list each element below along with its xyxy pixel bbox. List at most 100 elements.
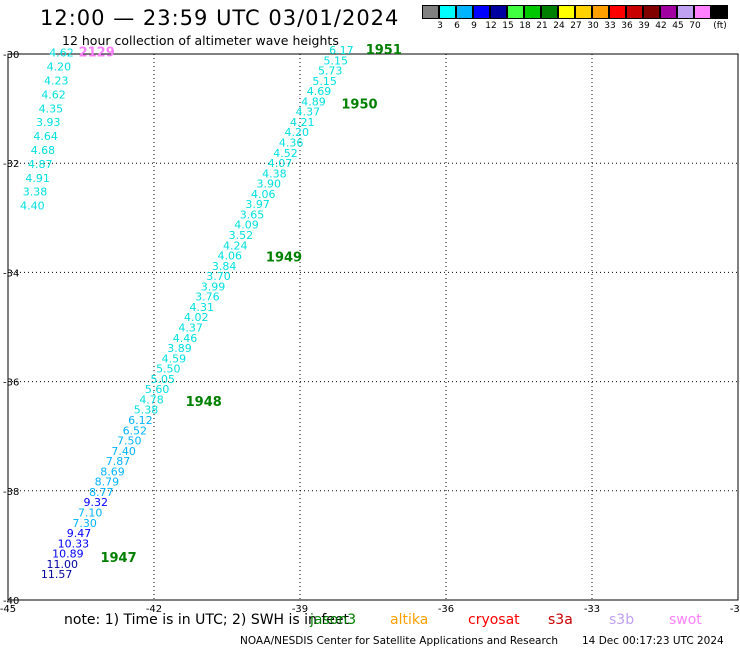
wave-height-value: 4.59: [162, 352, 187, 365]
wave-height-value: 5.05: [150, 373, 175, 386]
wave-height-value: 3.52: [229, 229, 254, 242]
colorbar-swatch: [643, 5, 660, 19]
wave-height-value: 3.99: [201, 280, 226, 293]
colorbar-label: 9: [471, 21, 477, 31]
colorbar-swatch: [592, 5, 609, 19]
map-frame: [7, 53, 739, 601]
colorbar-label: 15: [502, 21, 514, 31]
wave-height-value: 4.87: [28, 158, 53, 171]
colorbar-swatch: [575, 5, 592, 19]
wave-height-value: 5.15: [312, 75, 337, 88]
lat-tick-label: -34: [3, 268, 19, 279]
wave-height-value: 4.62: [49, 47, 74, 60]
wave-height-value: 4.20: [284, 126, 309, 139]
wave-height-value: 6.17: [329, 44, 354, 57]
wave-height-value: 4.31: [190, 301, 215, 314]
wave-height-value: 4.37: [178, 321, 203, 334]
lat-tick-label: -38: [3, 487, 19, 498]
wave-height-value: 4.23: [44, 75, 69, 88]
wave-height-value: 4.06: [251, 188, 276, 201]
wave-height-value: 3.97: [245, 198, 270, 211]
wave-height-value: 3.90: [257, 178, 282, 191]
colorbar-swatch: [558, 5, 575, 19]
colorbar-label: 42: [655, 21, 667, 31]
wave-height-value: 11.57: [41, 568, 73, 581]
colorbar-label: 36: [621, 21, 633, 31]
lat-tick-label: -36: [3, 378, 19, 389]
wave-height-value: 4.37: [296, 106, 321, 119]
wave-height-value: 4.89: [301, 95, 326, 108]
wave-height-value: 5.60: [145, 383, 170, 396]
colorbar-label: 12: [485, 21, 497, 31]
wave-height-value: 4.07: [268, 157, 293, 170]
wave-height-value: 4.68: [31, 144, 56, 157]
colorbar-label: 21: [536, 21, 548, 31]
colorbar-label: 27: [570, 21, 582, 31]
colorbar-swatch: [473, 5, 490, 19]
wave-height-value: 7.50: [117, 435, 142, 448]
wave-height-value: 7.40: [111, 445, 136, 458]
colorbar-swatch: [660, 5, 677, 19]
wave-height-value: 9.47: [67, 527, 92, 540]
wave-height-value: 3.65: [240, 208, 265, 221]
colorbar-swatch: [524, 5, 541, 19]
wave-height-value: 8.69: [100, 465, 125, 478]
wave-height-value: 4.20: [47, 61, 72, 74]
colorbar-swatch: [422, 5, 439, 19]
pass-time-label: 1947: [100, 551, 136, 566]
wave-height-value: 7.30: [72, 517, 97, 530]
wave-height-value: 3.70: [206, 270, 231, 283]
colorbar-label: 39: [638, 21, 650, 31]
pass-time-label: 1948: [186, 395, 222, 410]
wave-height-value: 4.38: [262, 167, 287, 180]
wave-height-value: 4.02: [184, 311, 209, 324]
lon-tick-label: -36: [438, 604, 454, 615]
wave-height-value: 10.89: [52, 548, 84, 561]
wave-height-value: 11.00: [46, 558, 78, 571]
lon-tick-label: -30: [730, 604, 740, 615]
wave-height-value: 4.52: [273, 147, 298, 160]
wave-height-value: 4.21: [290, 116, 315, 129]
wave-height-value: 6.12: [128, 414, 153, 427]
colorbar-swatch: [677, 5, 694, 19]
credit-line: NOAA/NESDIS Center for Satellite Applica…: [240, 635, 558, 647]
colorbar-unit: (ft): [713, 21, 727, 31]
colorbar-swatch: [490, 5, 507, 19]
colorbar-label: 33: [604, 21, 616, 31]
wave-height-value: 5.50: [156, 363, 181, 376]
colorbar-label: 45: [672, 21, 684, 31]
wave-height-value: 6.52: [123, 424, 148, 437]
wave-height-value: 7.87: [106, 455, 131, 468]
wave-height-value: 4.06: [217, 250, 242, 263]
wave-height-value: 5.38: [134, 404, 159, 417]
pass-time-label: 1949: [266, 250, 302, 265]
colorbar-label: 3: [437, 21, 443, 31]
mission-s3b: s3b: [609, 612, 635, 628]
pass-time-label: 1951: [366, 43, 402, 58]
pass-time-label: 2129: [79, 46, 115, 61]
pass-time-label: 1950: [341, 98, 377, 113]
wave-height-value: 3.38: [23, 186, 48, 199]
wave-height-value: 3.84: [212, 260, 237, 273]
wave-height-value: 9.32: [83, 496, 108, 509]
map-title: 12:00 — 23:59 UTC 03/01/2024: [40, 6, 400, 30]
colorbar-label: 6: [454, 21, 460, 31]
colorbar-swatch: [456, 5, 473, 19]
wave-height-value: 4.64: [33, 130, 58, 143]
wave-height-value: 5.15: [324, 54, 349, 67]
colorbar-label: 70: [689, 21, 701, 31]
wave-height-value: 4.62: [41, 88, 66, 101]
wave-height-value: 4.09: [234, 219, 259, 232]
colorbar-swatch: [439, 5, 456, 19]
footer-note: note: 1) Time is in UTC; 2) SWH is in fe…: [64, 612, 350, 628]
lat-tick-label: -30: [3, 50, 19, 61]
mission-cryosat: cryosat: [468, 612, 520, 628]
colorbar-label: 24: [553, 21, 565, 31]
wave-height-value: 4.69: [307, 85, 332, 98]
mission-altika: altika: [390, 612, 429, 628]
map-subtitle: 12 hour collection of altimeter wave hei…: [62, 33, 339, 48]
wave-height-value: 3.89: [167, 342, 192, 355]
lon-tick-label: -33: [584, 604, 600, 615]
colorbar-label: 30: [587, 21, 599, 31]
